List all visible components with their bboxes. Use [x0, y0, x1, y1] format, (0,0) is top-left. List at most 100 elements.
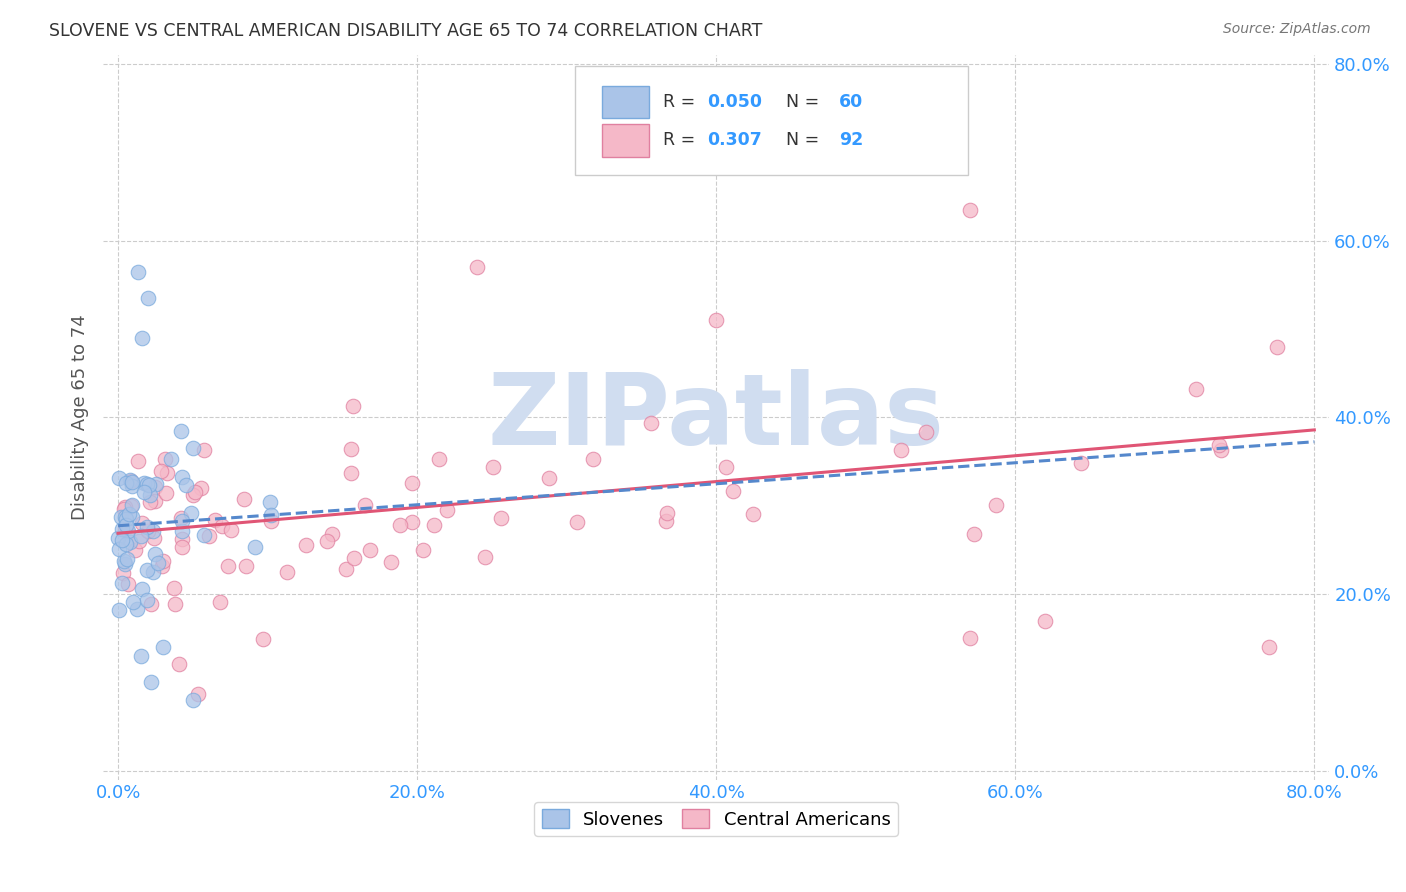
Point [340, 466, 363, 480]
Point [582, 452, 605, 467]
Point [127, 264, 149, 278]
Point [121, 595, 143, 609]
Point [114, 511, 136, 525]
Point [1033, 614, 1056, 628]
Point [172, 532, 194, 546]
Point [235, 558, 257, 573]
Point [962, 527, 984, 541]
Point [114, 518, 136, 533]
Point [143, 480, 166, 494]
Point [1258, 640, 1281, 654]
Point [914, 425, 936, 439]
Point [474, 549, 496, 564]
Point [412, 542, 434, 557]
Point [180, 506, 202, 520]
Point [138, 495, 160, 509]
Point [142, 566, 165, 580]
Point [156, 467, 179, 481]
Point [139, 675, 162, 690]
Point [150, 465, 173, 479]
Point [565, 515, 588, 529]
FancyBboxPatch shape [602, 86, 648, 118]
Point [359, 543, 381, 558]
Point [655, 506, 678, 520]
Point [131, 516, 153, 530]
Point [146, 556, 169, 570]
Text: N =: N = [786, 93, 820, 111]
Text: N =: N = [786, 131, 820, 149]
Point [170, 514, 193, 528]
Point [114, 510, 136, 524]
Point [198, 529, 221, 543]
Point [129, 648, 152, 663]
Point [111, 576, 134, 591]
Point [112, 501, 135, 516]
Point [111, 533, 134, 547]
Point [117, 524, 139, 539]
Point [163, 597, 186, 611]
Point [343, 550, 366, 565]
Point [181, 487, 204, 501]
Point [243, 540, 266, 554]
Point [721, 483, 744, 498]
Point [120, 535, 142, 549]
Point [190, 481, 212, 495]
Point [342, 399, 364, 413]
Point [118, 508, 141, 522]
Point [959, 202, 981, 217]
Point [152, 640, 174, 654]
Point [115, 552, 138, 566]
Point [193, 528, 215, 542]
Point [260, 514, 283, 528]
Point [742, 508, 765, 522]
Text: R =: R = [664, 131, 696, 149]
Point [132, 484, 155, 499]
Point [704, 313, 727, 327]
Point [129, 529, 152, 543]
Point [181, 693, 204, 707]
Text: SLOVENE VS CENTRAL AMERICAN DISABILITY AGE 65 TO 74 CORRELATION CHART: SLOVENE VS CENTRAL AMERICAN DISABILITY A… [49, 22, 762, 40]
Point [181, 442, 204, 456]
Text: 92: 92 [839, 131, 863, 149]
Point [114, 500, 136, 515]
Point [193, 442, 215, 457]
Point [152, 554, 174, 568]
Point [136, 291, 159, 305]
Point [121, 510, 143, 524]
Point [1184, 382, 1206, 396]
Point [890, 442, 912, 457]
Point [675, 132, 697, 146]
Y-axis label: Disability Age 65 to 74: Disability Age 65 to 74 [72, 315, 89, 520]
Point [232, 492, 254, 507]
Text: ZIPatlas: ZIPatlas [488, 369, 945, 466]
Point [124, 543, 146, 558]
Point [120, 475, 142, 489]
Point [167, 657, 190, 671]
Point [1209, 442, 1232, 457]
Point [138, 478, 160, 492]
Point [121, 475, 143, 490]
Point [145, 476, 167, 491]
Point [114, 522, 136, 536]
Point [143, 493, 166, 508]
Point [136, 524, 159, 538]
Point [135, 563, 157, 577]
Point [110, 510, 132, 524]
Point [465, 260, 488, 275]
Text: 0.307: 0.307 [707, 131, 762, 149]
Point [170, 470, 193, 484]
Point [208, 595, 231, 609]
Point [959, 632, 981, 646]
Text: R =: R = [664, 93, 696, 111]
Point [131, 582, 153, 597]
Point [211, 518, 233, 533]
Point [204, 513, 226, 527]
Point [316, 533, 339, 548]
Text: Source: ZipAtlas.com: Source: ZipAtlas.com [1223, 22, 1371, 37]
Point [145, 547, 167, 561]
Point [125, 602, 148, 616]
Point [1070, 456, 1092, 470]
Point [127, 454, 149, 468]
Point [117, 524, 139, 538]
Point [134, 475, 156, 490]
